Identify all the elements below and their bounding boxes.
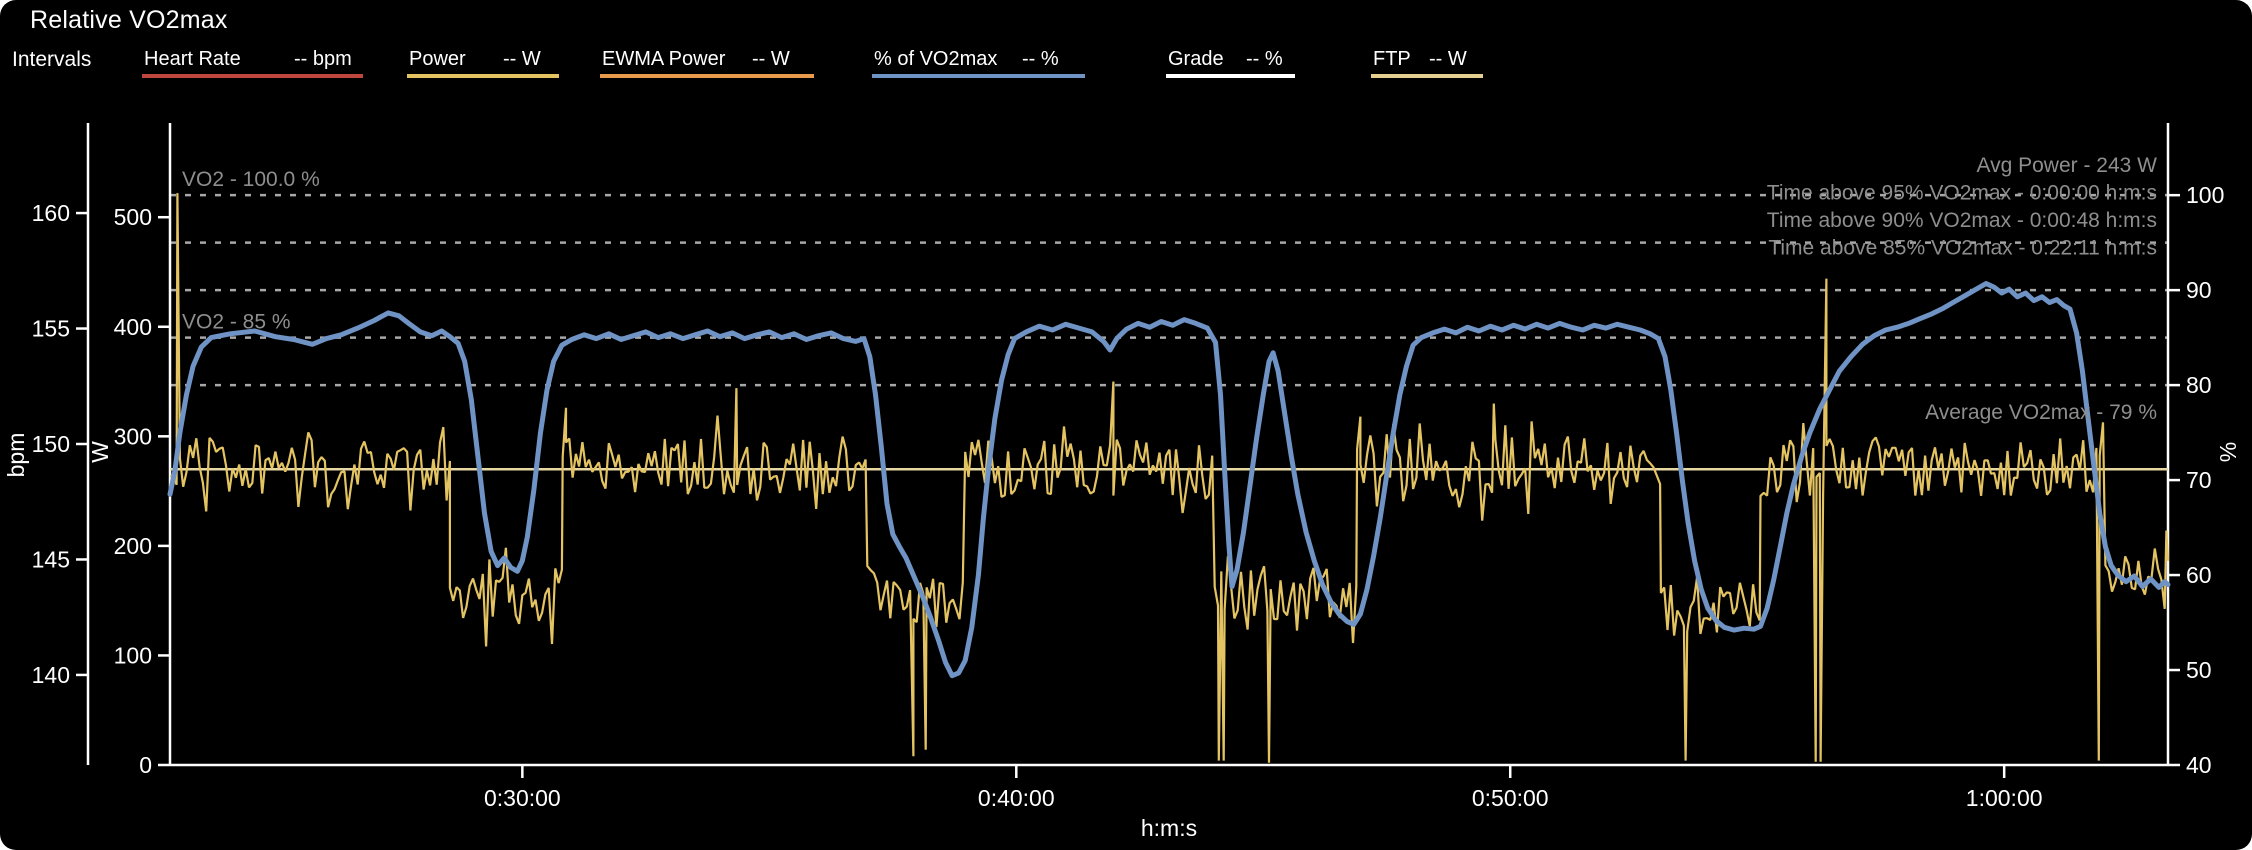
- stat-annotation-3: Time above 85% VO2max - 0:22:11 h:m:s: [1768, 237, 2157, 260]
- chart-annotations: VO2 - 100.0 % VO2 - 85 % Avg Power - 243 W…: [182, 154, 2157, 424]
- legend-label: Grade: [1168, 48, 1224, 70]
- legend-units: -- %: [1246, 48, 1283, 70]
- pct-vo2max-series-line: [167, 281, 2171, 679]
- legend-item-heart-rate[interactable]: Heart Rate -- bpm: [142, 44, 363, 78]
- page-title: Relative VO2max: [30, 6, 228, 34]
- data-series: [167, 193, 2171, 763]
- legend-label: Power: [409, 48, 466, 70]
- watts-tick-label: 500: [114, 204, 152, 230]
- axis-ticks: 140 145 150 155 160 0 100 200 300 400 500 40 50 60 70 8…: [32, 182, 2225, 811]
- bpm-tick-label: 155: [32, 316, 70, 342]
- bpm-tick-label: 150: [32, 431, 70, 457]
- time-tick-label: 0:30:00: [484, 785, 561, 811]
- time-tick-label: 0:40:00: [978, 785, 1055, 811]
- time-tick-label: 1:00:00: [1966, 785, 2043, 811]
- stat-annotation-0: Avg Power - 243 W: [1976, 154, 2157, 177]
- watts-tick-label: 200: [114, 533, 152, 559]
- average-vo2max-annotation: Average VO2max - 79 %: [1925, 401, 2157, 424]
- percent-tick-label: 40: [2186, 752, 2212, 778]
- watts-tick-label: 0: [139, 752, 152, 778]
- percent-tick-label: 90: [2186, 277, 2212, 303]
- vo2-threshold-label-85: VO2 - 85 %: [182, 311, 291, 334]
- legend-units: -- W: [503, 48, 541, 70]
- legend-units: -- %: [1022, 48, 1059, 70]
- stat-annotation-1: Time above 95% VO2max - 0:00:00 h:m:s: [1767, 182, 2157, 205]
- watts-tick-label: 100: [114, 642, 152, 668]
- legend-units: -- W: [752, 48, 790, 70]
- watts-tick-label: 300: [114, 423, 152, 449]
- legend-item-pct-vo2max[interactable]: % of VO2max -- %: [872, 44, 1085, 78]
- percent-tick-label: 100: [2186, 182, 2224, 208]
- stat-annotation-2: Time above 90% VO2max - 0:00:48 h:m:s: [1767, 209, 2157, 232]
- legend-label: % of VO2max: [874, 48, 998, 70]
- legend-label: Heart Rate: [144, 48, 241, 70]
- chart-legend: Intervals Heart Rate -- bpm Power -- W E…: [0, 44, 2252, 80]
- time-tick-label: 0:50:00: [1472, 785, 1549, 811]
- legend-units: -- W: [1429, 48, 1467, 70]
- bpm-tick-label: 160: [32, 200, 70, 226]
- percent-tick-label: 60: [2186, 562, 2212, 588]
- percent-tick-label: 80: [2186, 372, 2212, 398]
- percent-tick-label: 50: [2186, 657, 2212, 683]
- legend-item-grade[interactable]: Grade -- %: [1166, 44, 1295, 78]
- legend-label: FTP: [1373, 48, 1411, 70]
- percent-axis-unit: %: [2215, 442, 2241, 462]
- legend-units: -- bpm: [294, 48, 352, 70]
- time-axis-label: h:m:s: [1141, 815, 1197, 841]
- percent-tick-label: 70: [2186, 467, 2212, 493]
- vo2-reference-gridlines: [170, 193, 2168, 387]
- legend-item-ewma-power[interactable]: EWMA Power -- W: [600, 44, 814, 78]
- bpm-axis-unit: bpm: [3, 433, 29, 478]
- legend-label: EWMA Power: [602, 48, 726, 70]
- legend-intervals-label: Intervals: [12, 48, 92, 71]
- legend-item-power[interactable]: Power -- W: [407, 44, 559, 78]
- power-series-line: [169, 193, 2170, 763]
- watts-tick-label: 400: [114, 314, 152, 340]
- legend-item-ftp[interactable]: FTP -- W: [1371, 44, 1483, 78]
- watts-axis-unit: W: [87, 441, 113, 463]
- bpm-tick-label: 145: [32, 546, 70, 572]
- vo2-threshold-label-100: VO2 - 100.0 %: [182, 168, 320, 191]
- bpm-tick-label: 140: [32, 662, 70, 688]
